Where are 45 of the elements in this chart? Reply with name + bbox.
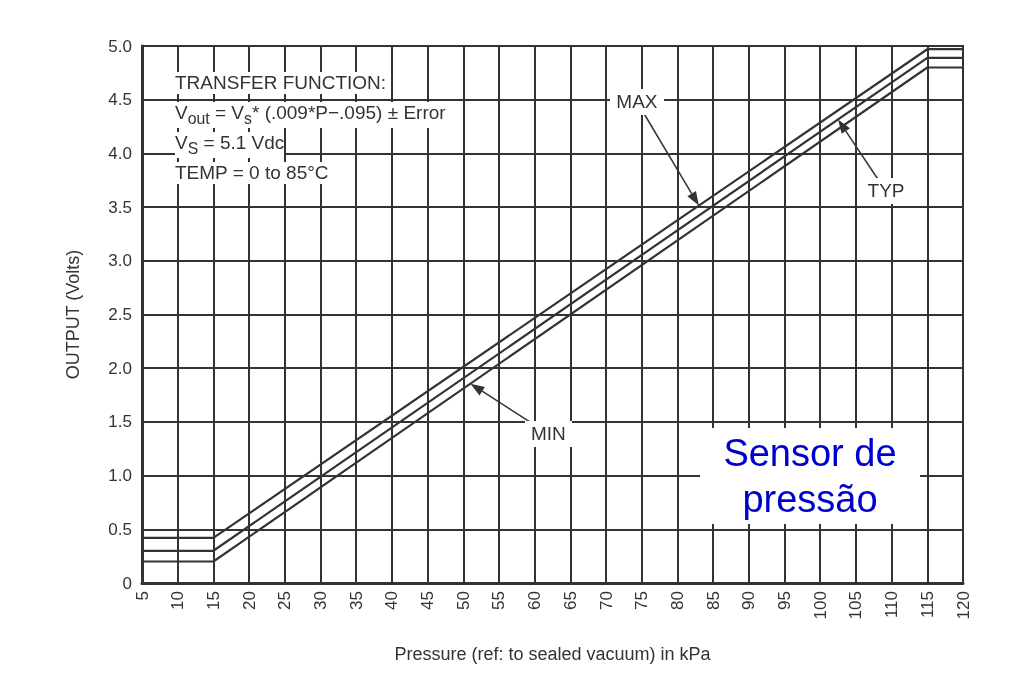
annotation: TEMP = 0 to 85°C xyxy=(175,162,329,184)
x-tick-label: 55 xyxy=(489,591,509,610)
x-tick-label: 25 xyxy=(275,591,295,610)
y-axis-title: OUTPUT (Volts) xyxy=(63,249,83,380)
x-tick-label: 90 xyxy=(739,591,759,610)
annotation: MAX xyxy=(610,88,664,115)
x-axis-title: Pressure (ref: to sealed vacuum) in kPa xyxy=(394,644,712,664)
x-tick-label: 85 xyxy=(703,591,723,610)
x-tick-label: 45 xyxy=(418,591,438,610)
x-tick-label: 100 xyxy=(810,591,830,620)
x-tick-label: 5 xyxy=(132,591,152,601)
y-tick-label: 1.0 xyxy=(108,466,132,486)
x-tick-label: 95 xyxy=(775,591,795,610)
y-tick-label: 3.0 xyxy=(108,251,132,271)
x-tick-label: 20 xyxy=(239,591,259,610)
x-tick-label: 30 xyxy=(310,591,330,610)
y-tick-label: 4.0 xyxy=(108,143,132,163)
x-tick-label: 15 xyxy=(203,591,223,610)
x-tick-label: 10 xyxy=(168,591,188,610)
x-tick-label: 75 xyxy=(632,591,652,610)
y-tick-label: 4.5 xyxy=(108,90,132,110)
annotation: V$_{S}$ = 5.1 Vdc xyxy=(175,132,285,158)
annotation: MIN xyxy=(524,420,572,447)
x-tick-label: 80 xyxy=(667,591,687,610)
x-tick-label: 60 xyxy=(525,591,545,610)
x-tick-label: 70 xyxy=(596,591,616,610)
annotation: Sensor de pressão xyxy=(700,428,920,524)
x-tick-label: 35 xyxy=(346,591,366,610)
annotation: TRANSFER FUNCTION: xyxy=(175,72,387,94)
x-tick-label: 120 xyxy=(953,591,973,620)
annotation: TYP xyxy=(861,178,911,205)
x-tick-label: 115 xyxy=(917,591,937,619)
annotation: V$_{out}$ = V$_{s}$* (.009*P−.095) ± Error xyxy=(175,102,446,128)
y-tick-label: 5.0 xyxy=(108,36,132,56)
x-tick-label: 65 xyxy=(560,591,580,610)
x-tick-label: 50 xyxy=(453,591,473,610)
y-tick-label: 0.5 xyxy=(108,519,132,539)
x-tick-label: 105 xyxy=(846,591,866,620)
y-tick-label: 1.5 xyxy=(108,412,132,432)
y-tick-label: 2.0 xyxy=(108,358,132,378)
y-tick-label: 2.5 xyxy=(108,305,132,324)
y-tick-label: 0 xyxy=(122,573,132,593)
x-tick-label: 110 xyxy=(882,591,902,619)
x-tick-label: 40 xyxy=(382,591,402,610)
y-tick-label: 3.5 xyxy=(108,197,132,217)
